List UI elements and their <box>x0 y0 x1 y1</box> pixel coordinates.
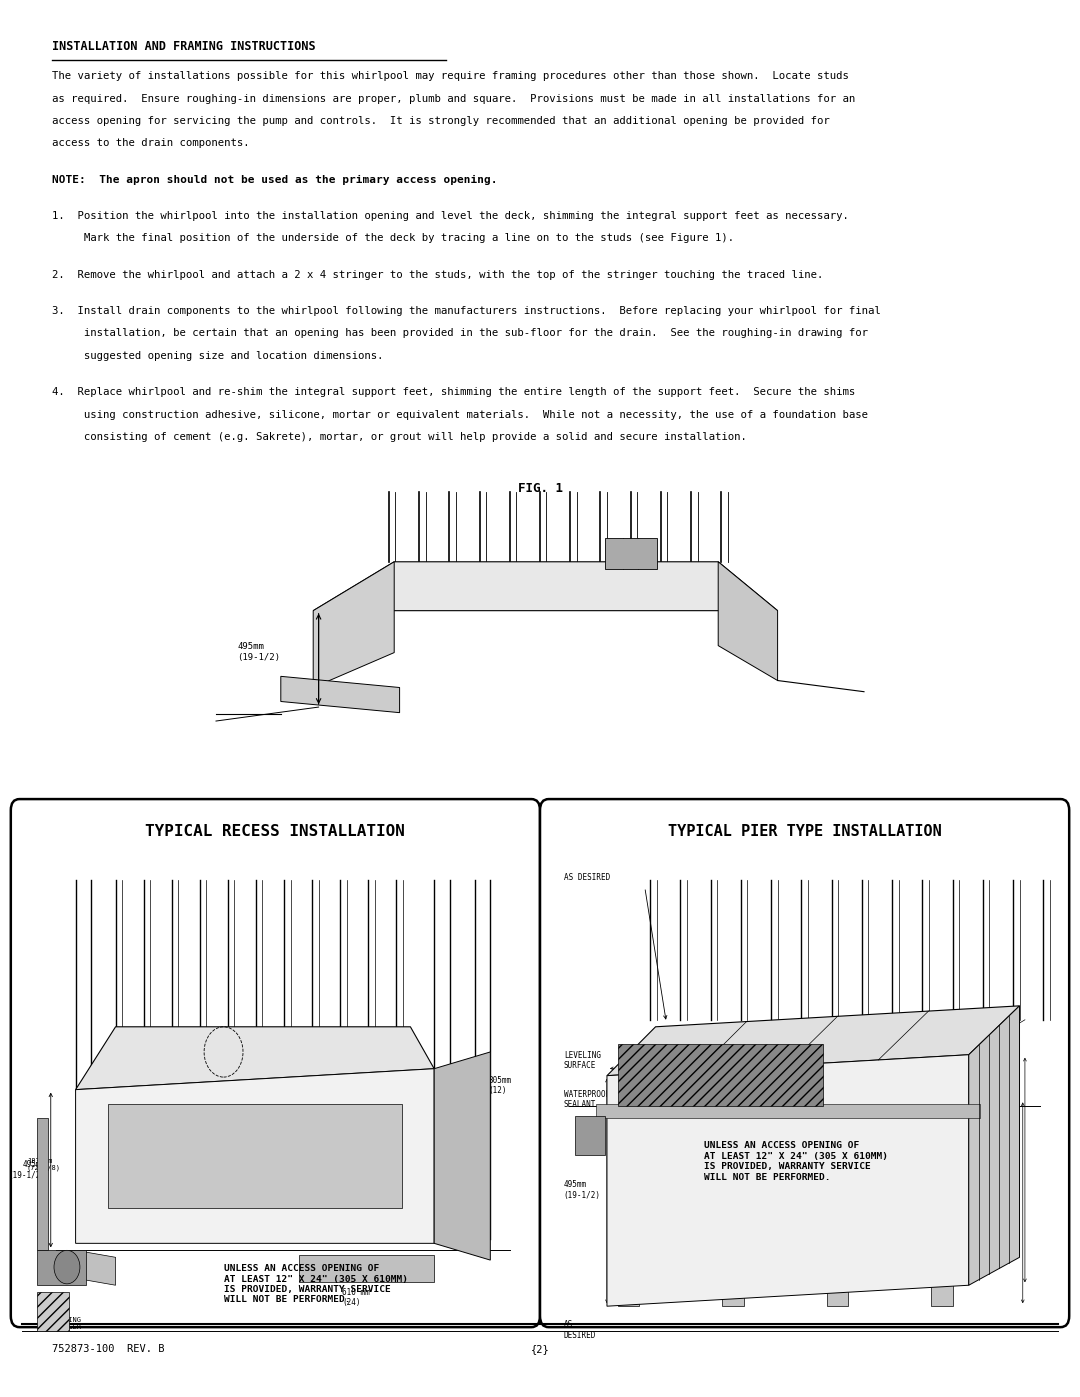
Text: 4.  Replace whirlpool and re-shim the integral support feet, shimming the entire: 4. Replace whirlpool and re-shim the int… <box>52 387 855 397</box>
Text: ACCESS PANEL: ACCESS PANEL <box>828 1024 883 1032</box>
Text: 610 mm
(24): 610 mm (24) <box>342 1288 370 1308</box>
Text: 3.  Install drain components to the whirlpool following the manufacturers instru: 3. Install drain components to the whirl… <box>52 306 881 316</box>
Text: access opening for servicing the pump and controls.  It is strongly recommended : access opening for servicing the pump an… <box>52 116 829 126</box>
Text: 1791mm
(70-1/2)
CUTOUT: 1791mm (70-1/2) CUTOUT <box>910 1090 947 1119</box>
Text: 1.  Position the whirlpool into the installation opening and level the deck, shi: 1. Position the whirlpool into the insta… <box>52 211 849 221</box>
Bar <box>37 1250 86 1285</box>
Text: WATERPROOF
SEALANT: WATERPROOF SEALANT <box>564 1090 610 1109</box>
Bar <box>723 1106 744 1306</box>
Polygon shape <box>607 1006 1020 1076</box>
Text: consisting of cement (e.g. Sakrete), mortar, or grout will help provide a solid : consisting of cement (e.g. Sakrete), mor… <box>52 432 747 441</box>
Polygon shape <box>434 1052 490 1260</box>
Text: —TILE: —TILE <box>97 1129 119 1134</box>
Text: TYPICAL RECESS INSTALLATION: TYPICAL RECESS INSTALLATION <box>146 824 405 840</box>
Text: ADHESIVE: ADHESIVE <box>81 1264 116 1270</box>
Text: AS
DESIRED: AS DESIRED <box>564 1320 596 1340</box>
Text: 1219mm-
(48)
TUB WIDTH: 1219mm- (48) TUB WIDTH <box>191 1090 230 1133</box>
Bar <box>575 1116 605 1155</box>
Polygon shape <box>76 1069 434 1243</box>
Bar <box>618 1044 823 1106</box>
FancyBboxPatch shape <box>11 799 540 1327</box>
Text: 305mm
(12): 305mm (12) <box>488 1076 511 1095</box>
Polygon shape <box>313 562 394 687</box>
Text: —SEALANT: —SEALANT <box>97 1192 132 1197</box>
Polygon shape <box>718 562 778 680</box>
Text: TYPICAL PIER TYPE INSTALLATION: TYPICAL PIER TYPE INSTALLATION <box>667 824 942 840</box>
Polygon shape <box>76 1250 116 1285</box>
Text: {2}: {2} <box>530 1344 550 1354</box>
Bar <box>596 1104 980 1118</box>
Polygon shape <box>299 1255 434 1282</box>
Text: FIG. 1: FIG. 1 <box>517 482 563 495</box>
Text: INSTALLATION AND FRAMING INSTRUCTIONS: INSTALLATION AND FRAMING INSTRUCTIONS <box>52 41 315 53</box>
Text: —TILE BEAD
STRIP: —TILE BEAD STRIP <box>97 1153 141 1166</box>
FancyBboxPatch shape <box>540 799 1069 1327</box>
Text: access to the drain components.: access to the drain components. <box>52 138 249 148</box>
Polygon shape <box>969 1006 1020 1285</box>
Text: UNLESS AN ACCESS OPENING OF
AT LEAST 12" X 24" (305 X 610MM)
IS PROVIDED, WARRAN: UNLESS AN ACCESS OPENING OF AT LEAST 12"… <box>224 1264 407 1305</box>
Text: suggested opening size and location dimensions.: suggested opening size and location dime… <box>52 351 383 360</box>
Text: 1832mm
(72-1/8): 1832mm (72-1/8) <box>27 1158 60 1171</box>
Text: 305mm
(12): 305mm (12) <box>916 1250 939 1270</box>
Text: UNLESS AN ACCESS OPENING OF
AT LEAST 12" X 24" (305 X 610MM)
IS PROVIDED, WARRAN: UNLESS AN ACCESS OPENING OF AT LEAST 12"… <box>704 1141 888 1182</box>
Bar <box>37 1118 48 1250</box>
Text: 495mm
(19-1/2): 495mm (19-1/2) <box>238 643 281 662</box>
Text: BATH: BATH <box>612 1137 631 1146</box>
Text: 1181mm
(46-1/2): 1181mm (46-1/2) <box>666 1045 703 1065</box>
Bar <box>931 1106 953 1306</box>
Bar <box>108 1104 402 1208</box>
Polygon shape <box>607 1055 969 1306</box>
Text: LEVELING
STRINGERS: LEVELING STRINGERS <box>251 1224 293 1243</box>
Text: as required.  Ensure roughing-in dimensions are proper, plumb and square.  Provi: as required. Ensure roughing-in dimensio… <box>52 94 855 103</box>
Text: AS DESIRED: AS DESIRED <box>564 873 610 882</box>
Polygon shape <box>313 562 778 610</box>
Text: 495mm
(19-1/2): 495mm (19-1/2) <box>564 1180 600 1200</box>
Text: 1181mm
(46-1/2): 1181mm (46-1/2) <box>143 1076 173 1111</box>
Text: —BATH: —BATH <box>97 1222 119 1228</box>
Polygon shape <box>281 676 400 712</box>
Text: Mark the final position of the underside of the deck by tracing a line on to the: Mark the final position of the underside… <box>52 233 734 243</box>
Text: 495mm
(19-1/2): 495mm (19-1/2) <box>9 1161 45 1179</box>
Text: LEVELING
STRINGER: LEVELING STRINGER <box>48 1317 81 1330</box>
Text: NOTE:  The apron should not be used as the primary access opening.: NOTE: The apron should not be used as th… <box>52 175 498 184</box>
Text: The variety of installations possible for this whirlpool may require framing pro: The variety of installations possible fo… <box>52 71 849 81</box>
Text: using construction adhesive, silicone, mortar or equivalent materials.  While no: using construction adhesive, silicone, m… <box>52 409 868 419</box>
Bar <box>618 1106 639 1306</box>
Text: installation, be certain that an opening has been provided in the sub-floor for : installation, be certain that an opening… <box>52 328 868 338</box>
Circle shape <box>54 1250 80 1284</box>
Text: 752873-100  REV. B: 752873-100 REV. B <box>52 1344 164 1354</box>
Bar <box>605 538 657 569</box>
Bar <box>37 1292 69 1331</box>
Polygon shape <box>76 1027 434 1090</box>
Text: 610mm
(24): 610mm (24) <box>916 1085 939 1105</box>
Text: LEVELING
SURFACE: LEVELING SURFACE <box>564 1051 600 1070</box>
Text: 2.  Remove the whirlpool and attach a 2 x 4 stringer to the studs, with the top : 2. Remove the whirlpool and attach a 2 x… <box>52 270 823 279</box>
Bar <box>826 1106 848 1306</box>
